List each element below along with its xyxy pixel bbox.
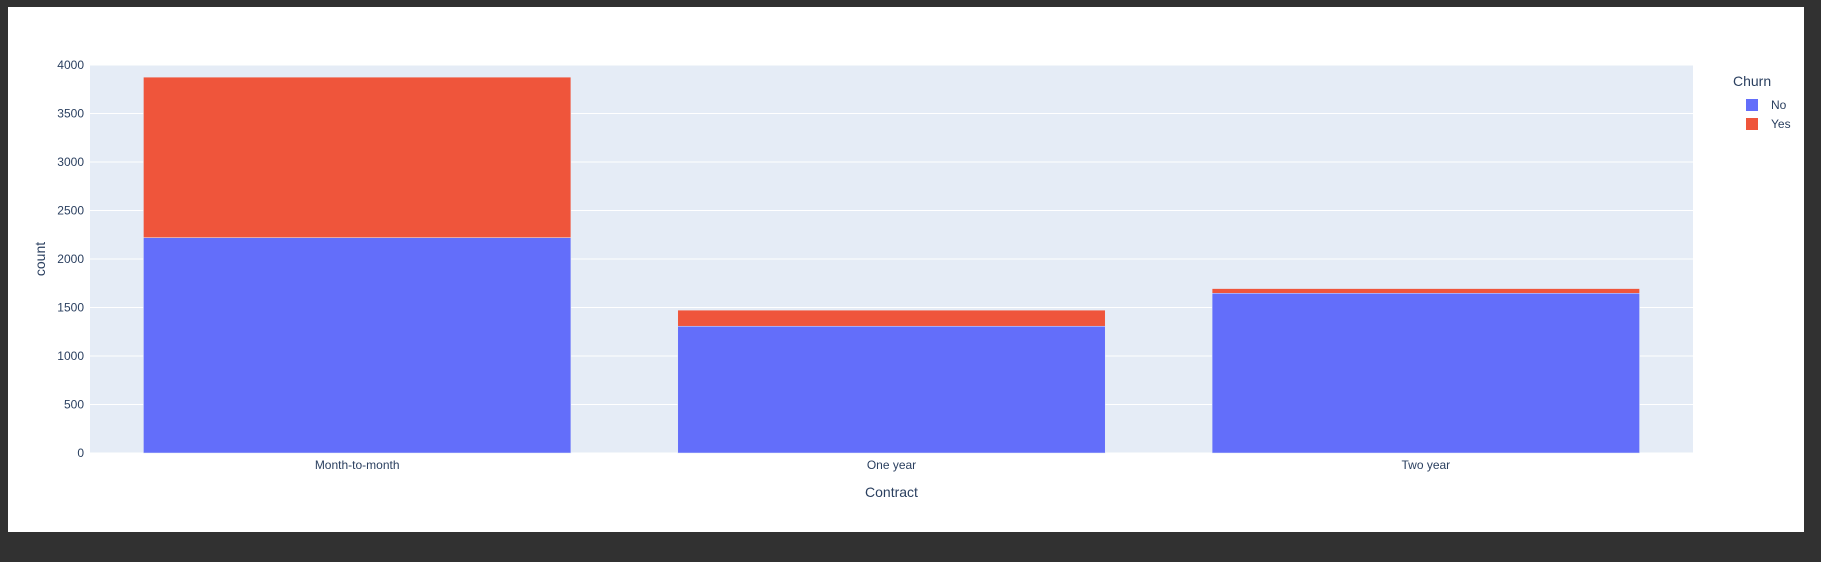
legend-label: Yes (1771, 117, 1791, 131)
bar-chart: 0 500 1000 1500 2000 2500 3000 3500 4000 Month-t… (32, 58, 1791, 500)
legend-items[interactable]: No Yes (1746, 98, 1791, 131)
y-axis-ticks: 0 500 1000 1500 2000 2500 3000 3500 4000 (57, 58, 84, 460)
bar-yes-one-year[interactable] (677, 309, 1106, 327)
bars (143, 76, 1640, 454)
y-tick-label: 0 (77, 446, 84, 460)
legend[interactable]: Churn No Yes (1733, 73, 1791, 131)
y-tick-label: 2500 (57, 204, 84, 218)
legend-swatch (1746, 118, 1758, 130)
y-tick-label: 3000 (57, 155, 84, 169)
x-axis-title: Contract (865, 484, 918, 500)
y-axis-title: count (32, 242, 48, 276)
y-tick-label: 4000 (57, 58, 84, 72)
bar-no-month-to-month[interactable] (143, 237, 572, 454)
legend-item-no[interactable]: No (1746, 98, 1787, 112)
y-tick-label: 1000 (57, 349, 84, 363)
y-tick-label: 1500 (57, 301, 84, 315)
bar-yes-month-to-month[interactable] (143, 76, 572, 238)
x-tick-label: One year (867, 458, 916, 472)
y-tick-label: 2000 (57, 252, 84, 266)
y-tick-label: 3500 (57, 107, 84, 121)
chart-card: 0 500 1000 1500 2000 2500 3000 3500 4000 Month-t… (8, 7, 1804, 532)
y-tick-label: 500 (64, 398, 84, 412)
legend-item-yes[interactable]: Yes (1746, 117, 1791, 131)
bar-yes-two-year[interactable] (1211, 288, 1640, 294)
legend-title: Churn (1733, 73, 1771, 89)
bar-no-one-year[interactable] (677, 325, 1106, 454)
legend-label: No (1771, 98, 1787, 112)
x-tick-label: Month-to-month (315, 458, 400, 472)
bar-no-two-year[interactable] (1211, 292, 1640, 454)
x-axis-ticks: Month-to-month One year Two year (315, 458, 1450, 472)
legend-swatch (1746, 99, 1758, 111)
x-tick-label: Two year (1401, 458, 1450, 472)
